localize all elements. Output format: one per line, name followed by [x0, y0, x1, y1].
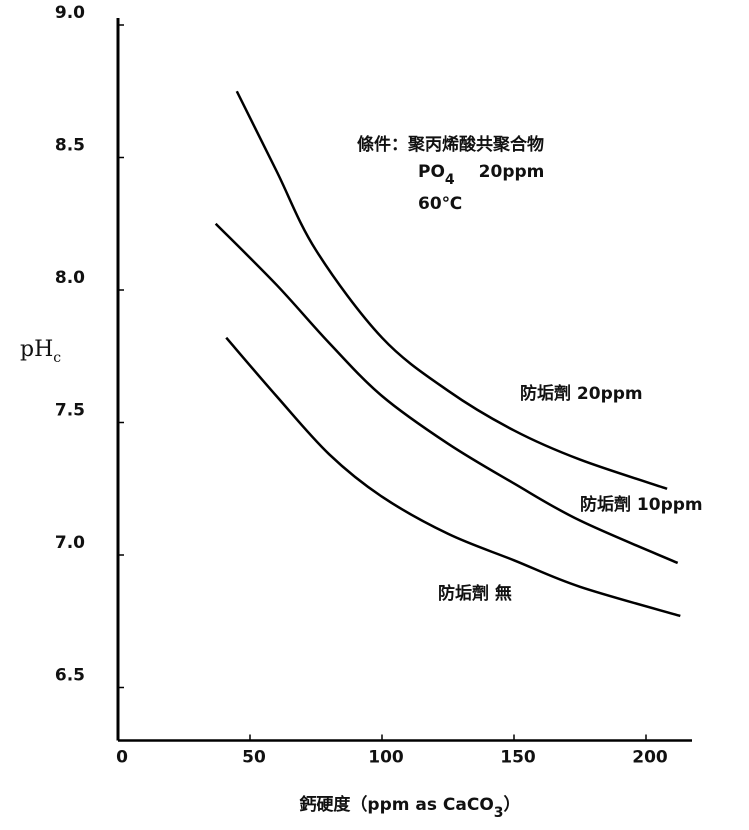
- annotation: PO4 20ppm: [418, 162, 544, 188]
- y-tick-label: 8.0: [55, 268, 85, 288]
- y-tick-label: 6.5: [55, 666, 85, 686]
- y-tick-label: 7.5: [55, 401, 85, 421]
- y-tick-label: 8.5: [55, 136, 85, 156]
- y-tick-label: 7.0: [55, 533, 85, 553]
- y-axis-label: pHc: [20, 337, 61, 366]
- series-label: 防垢劑 20ppm: [520, 383, 643, 404]
- x-tick-label: 50: [242, 748, 266, 768]
- annotation-part: PO: [418, 162, 445, 182]
- x-axis-label: 鈣硬度（ppm as CaCO3）: [299, 794, 520, 821]
- x-tick-label: 100: [368, 748, 404, 768]
- annotation-part: 60℃: [418, 194, 462, 214]
- y-axis-label-part: c: [53, 350, 61, 366]
- x-tick-label: 0: [116, 748, 128, 768]
- line: [214, 222, 679, 565]
- x-axis-label-part: 3: [494, 805, 504, 821]
- annotation: 60℃: [418, 194, 462, 214]
- annotation-part: 4: [445, 172, 455, 188]
- annotation-part: 20ppm: [479, 162, 545, 182]
- x-tick-label: 150: [500, 748, 536, 768]
- series-label: 防垢劑 無: [438, 583, 512, 604]
- annotation-part: 條件：聚丙烯酸共聚合物: [357, 134, 544, 155]
- line: [235, 90, 668, 490]
- x-tick-label: 200: [632, 748, 668, 768]
- y-tick-label: 9.0: [55, 3, 85, 23]
- series-label: 防垢劑 10ppm: [580, 494, 703, 515]
- annotation: 條件：聚丙烯酸共聚合物: [357, 134, 544, 155]
- x-axis-label-part: 鈣硬度（ppm as CaCO: [299, 794, 493, 815]
- y-axis-label-part: pH: [20, 337, 53, 362]
- line: [225, 336, 681, 618]
- x-axis-label-part: ）: [504, 794, 521, 815]
